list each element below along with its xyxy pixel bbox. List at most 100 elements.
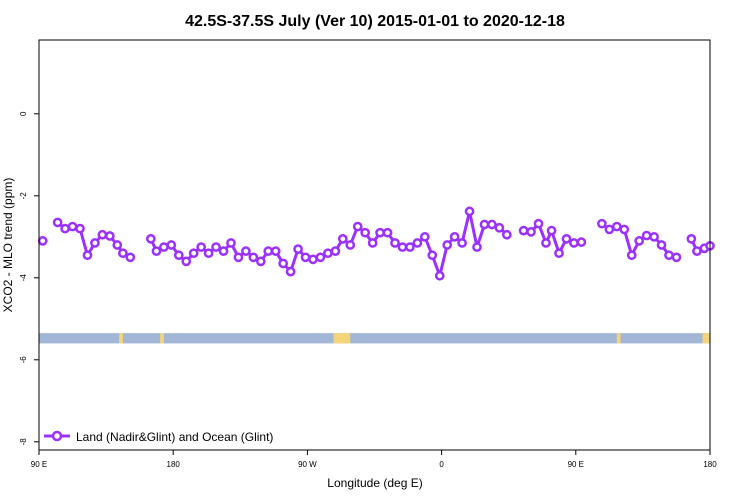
y-axis-label: XCO2 - MLO trend (ppm): [1, 178, 15, 313]
data-point: [479, 219, 490, 230]
series-points-group: [37, 206, 715, 281]
land-band-4: [702, 333, 710, 344]
x-axis: 90 E 180 90 W 0 90 E 180: [31, 450, 717, 469]
land-band-2: [333, 333, 351, 344]
data-point: [641, 230, 652, 241]
data-point: [533, 218, 544, 229]
data-point: [526, 227, 536, 237]
data-point: [255, 256, 266, 267]
data-point: [248, 252, 259, 263]
data-point: [686, 234, 697, 244]
data-point: [90, 238, 100, 248]
legend-marker: [51, 430, 63, 442]
data-point: [541, 238, 551, 248]
land-band-0: [119, 333, 123, 344]
data-point: [323, 248, 333, 259]
data-point: [546, 225, 557, 236]
data-point: [611, 221, 622, 232]
x-tick-label: 90 W: [298, 460, 317, 469]
data-point: [427, 250, 438, 261]
data-point: [554, 248, 564, 259]
data-point: [159, 242, 169, 252]
data-point: [211, 242, 221, 252]
data-point: [112, 240, 123, 250]
data-point: [382, 227, 393, 238]
land-band-3: [616, 333, 621, 344]
data-point: [263, 246, 274, 256]
data-point: [434, 270, 445, 281]
data-point: [464, 206, 475, 217]
data-point: [226, 238, 236, 248]
data-point: [656, 240, 667, 250]
data-point: [315, 252, 326, 263]
data-point: [173, 250, 184, 261]
data-point: [494, 222, 505, 233]
data-point: [501, 229, 512, 240]
data-point: [52, 217, 63, 228]
data-point: [487, 219, 497, 230]
x-tick-label: 90 E: [31, 460, 47, 469]
ocean-band: [39, 333, 710, 344]
data-point: [188, 248, 199, 259]
plot-frame: [38, 39, 711, 451]
data-point: [561, 234, 572, 244]
data-point: [337, 234, 348, 244]
data-point: [419, 231, 430, 242]
data-point: [37, 236, 48, 246]
y-tick-label: -8: [19, 438, 28, 446]
data-point: [308, 254, 318, 265]
data-point: [397, 242, 408, 252]
data-point: [196, 242, 207, 252]
y-tick-label: -6: [19, 356, 28, 364]
data-point: [104, 231, 115, 241]
data-point: [166, 240, 177, 250]
data-point: [634, 236, 645, 246]
data-point: [649, 231, 659, 242]
data-point: [293, 244, 303, 254]
data-point: [241, 246, 251, 256]
data-point: [118, 248, 128, 259]
data-point: [576, 237, 587, 247]
legend-label: Land (Nadir&Glint) and Ocean (Glint): [76, 430, 273, 444]
data-point: [203, 248, 214, 259]
data-point: [569, 238, 579, 248]
data-point: [619, 224, 630, 235]
data-point: [285, 266, 296, 277]
series-line-group: [56, 209, 711, 278]
x-axis-label: Longitude (deg E): [327, 476, 422, 490]
data-point: [75, 223, 85, 234]
data-point: [330, 246, 341, 256]
data-point: [442, 240, 453, 250]
data-point: [597, 218, 607, 229]
y-tick-label: -2: [19, 192, 28, 200]
data-point: [233, 252, 244, 263]
data-point: [390, 238, 400, 248]
data-point: [472, 242, 482, 252]
surface-band: [39, 333, 710, 344]
data-point: [145, 234, 156, 244]
data-point: [97, 229, 108, 240]
data-point: [671, 252, 682, 263]
data-point: [518, 225, 529, 236]
data-point: [181, 256, 192, 267]
data-point: [692, 246, 702, 256]
data-point: [352, 221, 363, 232]
land-band-1: [160, 333, 164, 344]
data-point: [626, 250, 637, 261]
data-point: [345, 240, 356, 250]
y-tick-label: -4: [19, 274, 28, 282]
data-point: [449, 231, 460, 242]
x-tick-label: 90 E: [568, 460, 584, 469]
data-point: [457, 238, 467, 248]
x-tick-label: 180: [703, 460, 717, 469]
data-point: [60, 223, 70, 234]
chart-title: 42.5S-37.5S July (Ver 10) 2015-01-01 to …: [185, 13, 565, 30]
data-point: [278, 258, 289, 269]
data-point: [82, 250, 93, 261]
data-point: [360, 227, 371, 238]
data-point: [218, 246, 229, 256]
legend: Land (Nadir&Glint) and Ocean (Glint): [44, 430, 273, 444]
y-tick-label: 0: [19, 111, 28, 116]
data-point: [604, 224, 615, 235]
x-tick-label: 0: [439, 460, 444, 469]
